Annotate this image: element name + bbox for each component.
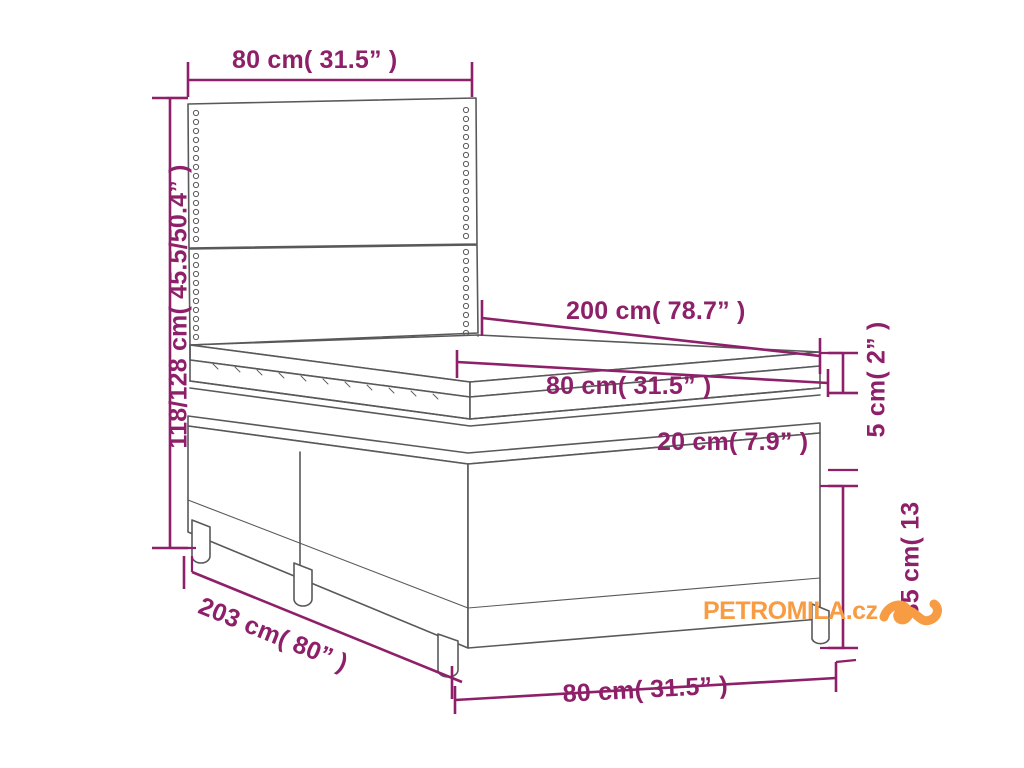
label-mattress-width: 80 cm( 31.5” ) xyxy=(546,372,712,400)
mattress-trim xyxy=(189,380,821,427)
dim-frame-width xyxy=(453,658,857,714)
dim-frame-length xyxy=(182,556,463,699)
label-headboard-width: 80 cm( 31.5” ) xyxy=(232,46,398,74)
stud-column-right-lower xyxy=(462,248,470,337)
mattress-stitching xyxy=(212,363,439,400)
leg-rear-left xyxy=(191,519,211,564)
label-topper-thickness: 5 cm( 2” ) xyxy=(862,321,891,438)
stud-column-left-upper xyxy=(192,109,200,243)
base-panel-seams xyxy=(187,451,821,609)
label-bed-length: 200 cm( 78.7” ) xyxy=(566,297,746,325)
headboard-stud-rows xyxy=(192,106,470,341)
swirl-logo-icon xyxy=(879,599,942,626)
headboard-lower-panel xyxy=(188,244,479,346)
bed-illustration xyxy=(187,97,830,678)
headboard-upper-panel xyxy=(187,97,478,249)
dim-mattress-thickness xyxy=(828,391,858,472)
dim-total-height xyxy=(152,96,196,550)
dim-bed-length xyxy=(480,300,822,374)
dimension-lines xyxy=(152,62,858,714)
base-box xyxy=(187,415,821,649)
dim-topper-thickness xyxy=(820,351,858,395)
leg-rear-right xyxy=(811,603,830,645)
label-mattress-thickness: 20 cm( 7.9” ) xyxy=(657,428,809,456)
leg-front xyxy=(437,633,459,678)
mattress-topper xyxy=(189,334,821,398)
stud-column-right-upper xyxy=(462,106,470,240)
leg-mid-left xyxy=(293,562,313,607)
headboard-posts xyxy=(189,334,479,361)
watermark-text: PETROMILA.cz xyxy=(703,597,878,625)
stud-column-left-lower xyxy=(192,252,200,341)
label-total-height: 118/128 cm( 45.5/50.4” ) xyxy=(164,164,193,449)
